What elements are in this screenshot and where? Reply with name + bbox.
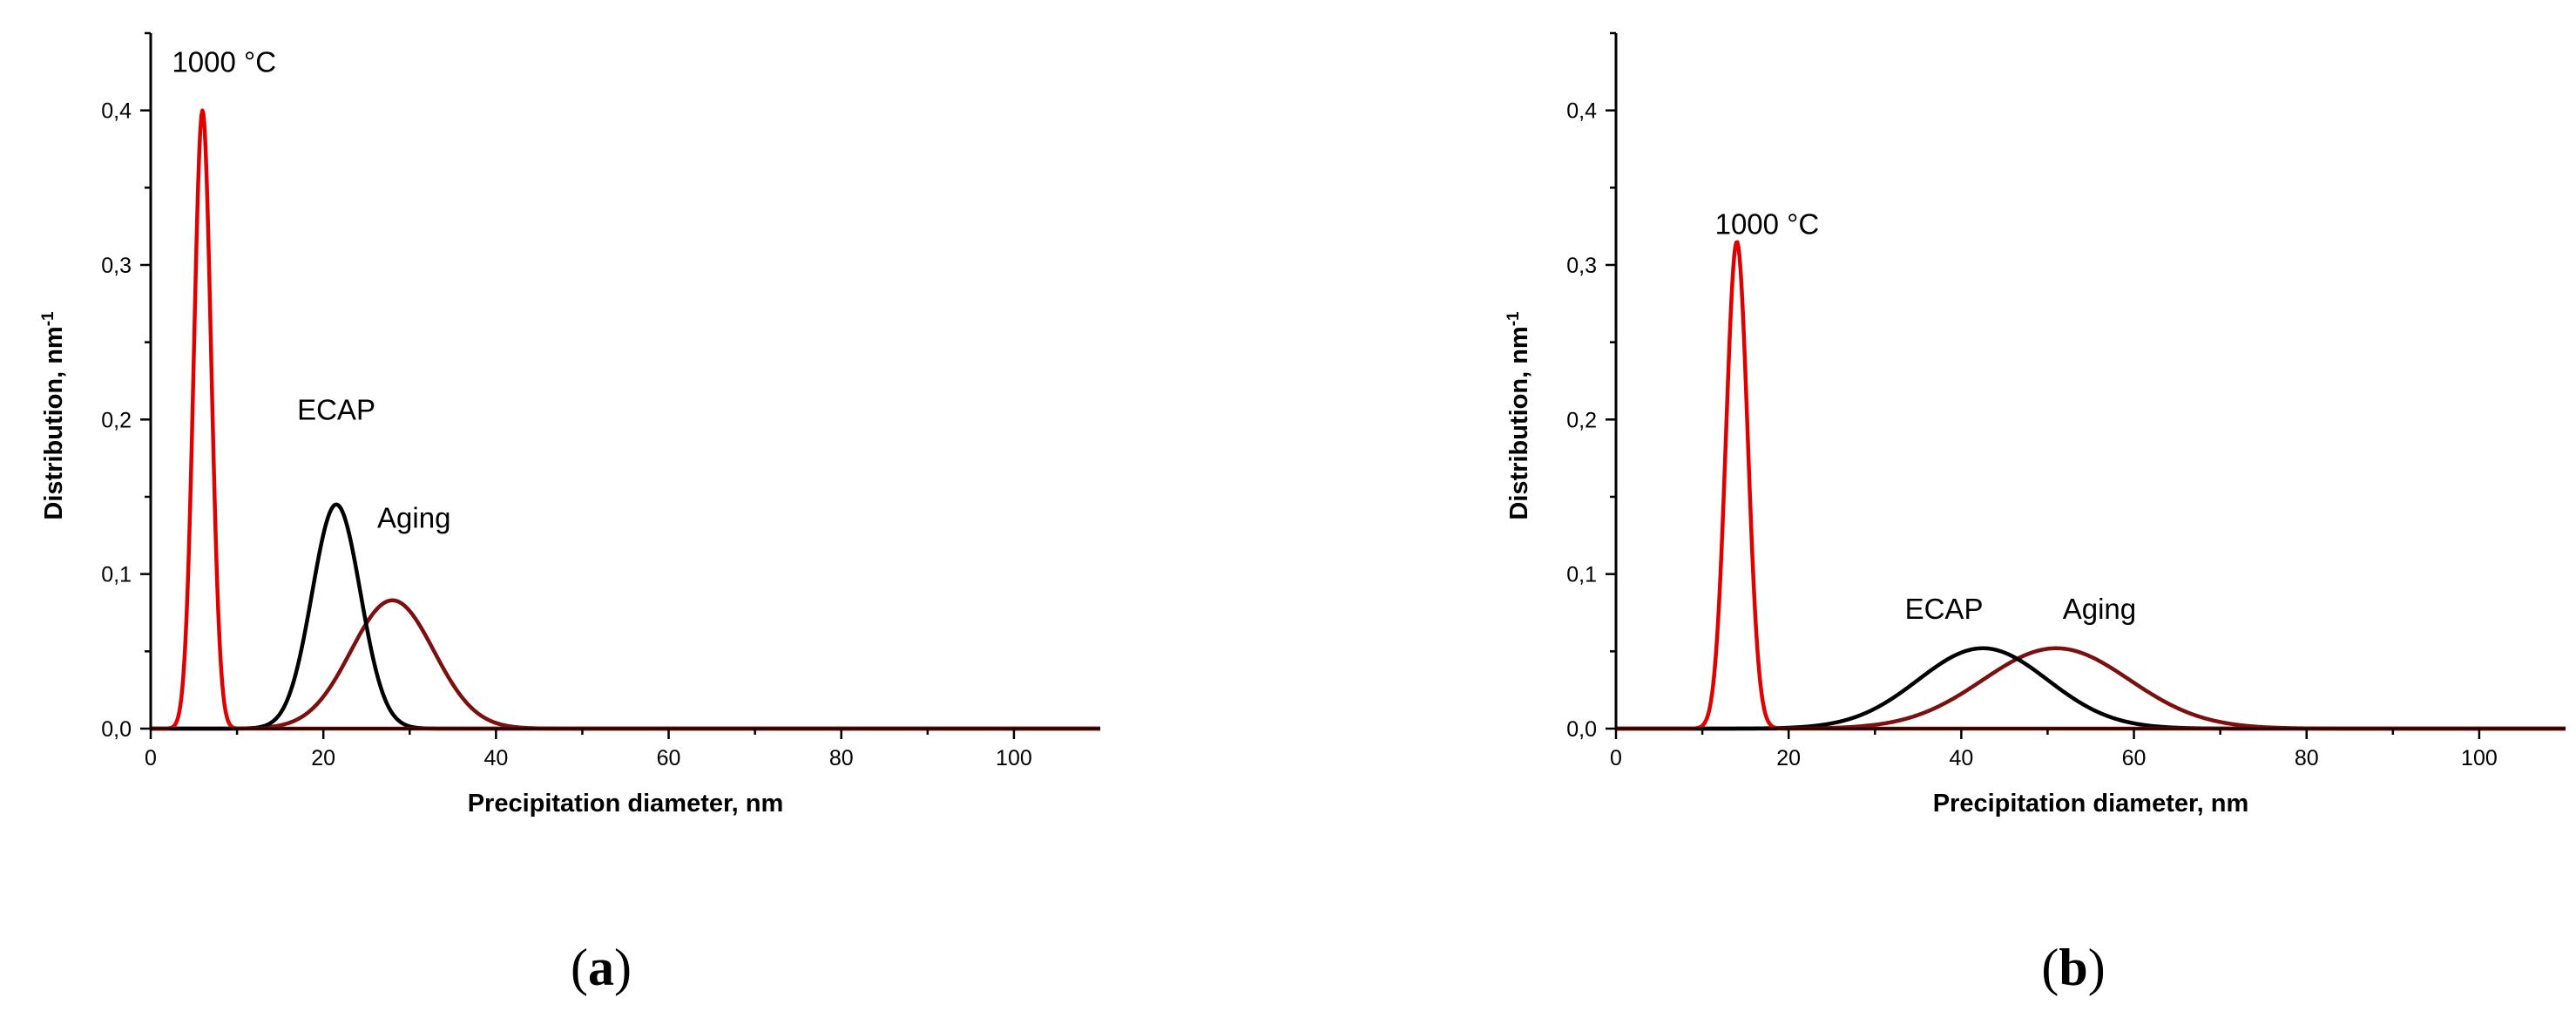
- x-axis-title: Precipitation diameter, nm: [468, 790, 784, 818]
- panel-label-letter: b: [2059, 939, 2087, 996]
- y-tick-label: 0,3: [101, 254, 132, 278]
- y-tick-label: 0,0: [101, 717, 132, 742]
- x-tick-label: 0: [145, 746, 157, 770]
- x-tick-label: 60: [2122, 746, 2147, 770]
- series-line: [149, 598, 1102, 731]
- series-line: [149, 108, 1102, 731]
- ticks-a: 0 20 40 60 80 100 0,0 0,1 0,2 0,3 0,4: [101, 31, 1032, 770]
- x-tick-label: 100: [2461, 746, 2498, 770]
- y-tick-label: 0,0: [1566, 717, 1597, 742]
- x-tick-label: 40: [1949, 746, 1973, 770]
- y-tick-label: 0,4: [101, 99, 132, 124]
- y-tick-label: 0,2: [101, 408, 132, 432]
- y-tick-label: 0,2: [1566, 408, 1597, 432]
- curves-b: [1614, 240, 2567, 731]
- x-tick-label: 80: [829, 746, 854, 770]
- y-axis-title-main: Distribution, nm: [1505, 326, 1533, 519]
- y-axis-title-superscript: -1: [1504, 311, 1523, 326]
- ticks-b: 0 20 40 60 80 100 0,0 0,1 0,2 0,3 0,4: [1566, 31, 2498, 770]
- series-annotation: ECAP: [1905, 593, 1984, 625]
- y-tick-label: 0,1: [101, 563, 132, 587]
- panel-label-close-paren: ): [614, 939, 632, 996]
- panel-label-close-paren: ): [2088, 939, 2106, 996]
- x-axis-title: Precipitation diameter, nm: [1933, 790, 2249, 818]
- annotations-b: 1000 °C ECAP Aging: [1715, 208, 2137, 626]
- x-tick-label: 80: [2295, 746, 2319, 770]
- y-axis-title-superscript: -1: [39, 311, 57, 326]
- series-annotation: 1000 °C: [172, 45, 276, 78]
- y-axis-title: Distribution, nm-1: [39, 311, 69, 520]
- panel-a: 0 20 40 60 80 100 0,0 0,1 0,2 0,3 0,4 1000 °C ECAP A…: [39, 31, 1102, 996]
- x-tick-label: 0: [1610, 746, 1622, 770]
- x-tick-label: 40: [483, 746, 508, 770]
- series-annotation: Aging: [2063, 593, 2136, 625]
- panel-label-open-paren: (: [2041, 939, 2059, 996]
- x-tick-label: 20: [1776, 746, 1801, 770]
- y-tick-label: 0,3: [1566, 254, 1597, 278]
- series-annotation: 1000 °C: [1715, 208, 1820, 241]
- panel-label-b: (b): [2041, 939, 2105, 996]
- panel-label-letter: a: [588, 939, 614, 996]
- series-annotation: Aging: [377, 501, 450, 533]
- y-tick-label: 0,4: [1566, 99, 1597, 124]
- panel-label-a: (a): [571, 939, 632, 996]
- panel-b: 0 20 40 60 80 100 0,0 0,1 0,2 0,3 0,4 1000 °C ECAP A…: [1504, 31, 2567, 996]
- series-line: [149, 502, 1102, 731]
- x-tick-label: 20: [311, 746, 335, 770]
- series-annotation: ECAP: [297, 393, 375, 425]
- y-axis-title: Distribution, nm-1: [1504, 311, 1534, 520]
- x-tick-label: 100: [996, 746, 1032, 770]
- y-axis-title-main: Distribution, nm: [40, 326, 68, 519]
- curves-a: [149, 108, 1102, 731]
- annotations-a: 1000 °C ECAP Aging: [172, 45, 450, 533]
- panel-label-open-paren: (: [571, 939, 588, 996]
- y-tick-label: 0,1: [1566, 563, 1597, 587]
- x-tick-label: 60: [657, 746, 681, 770]
